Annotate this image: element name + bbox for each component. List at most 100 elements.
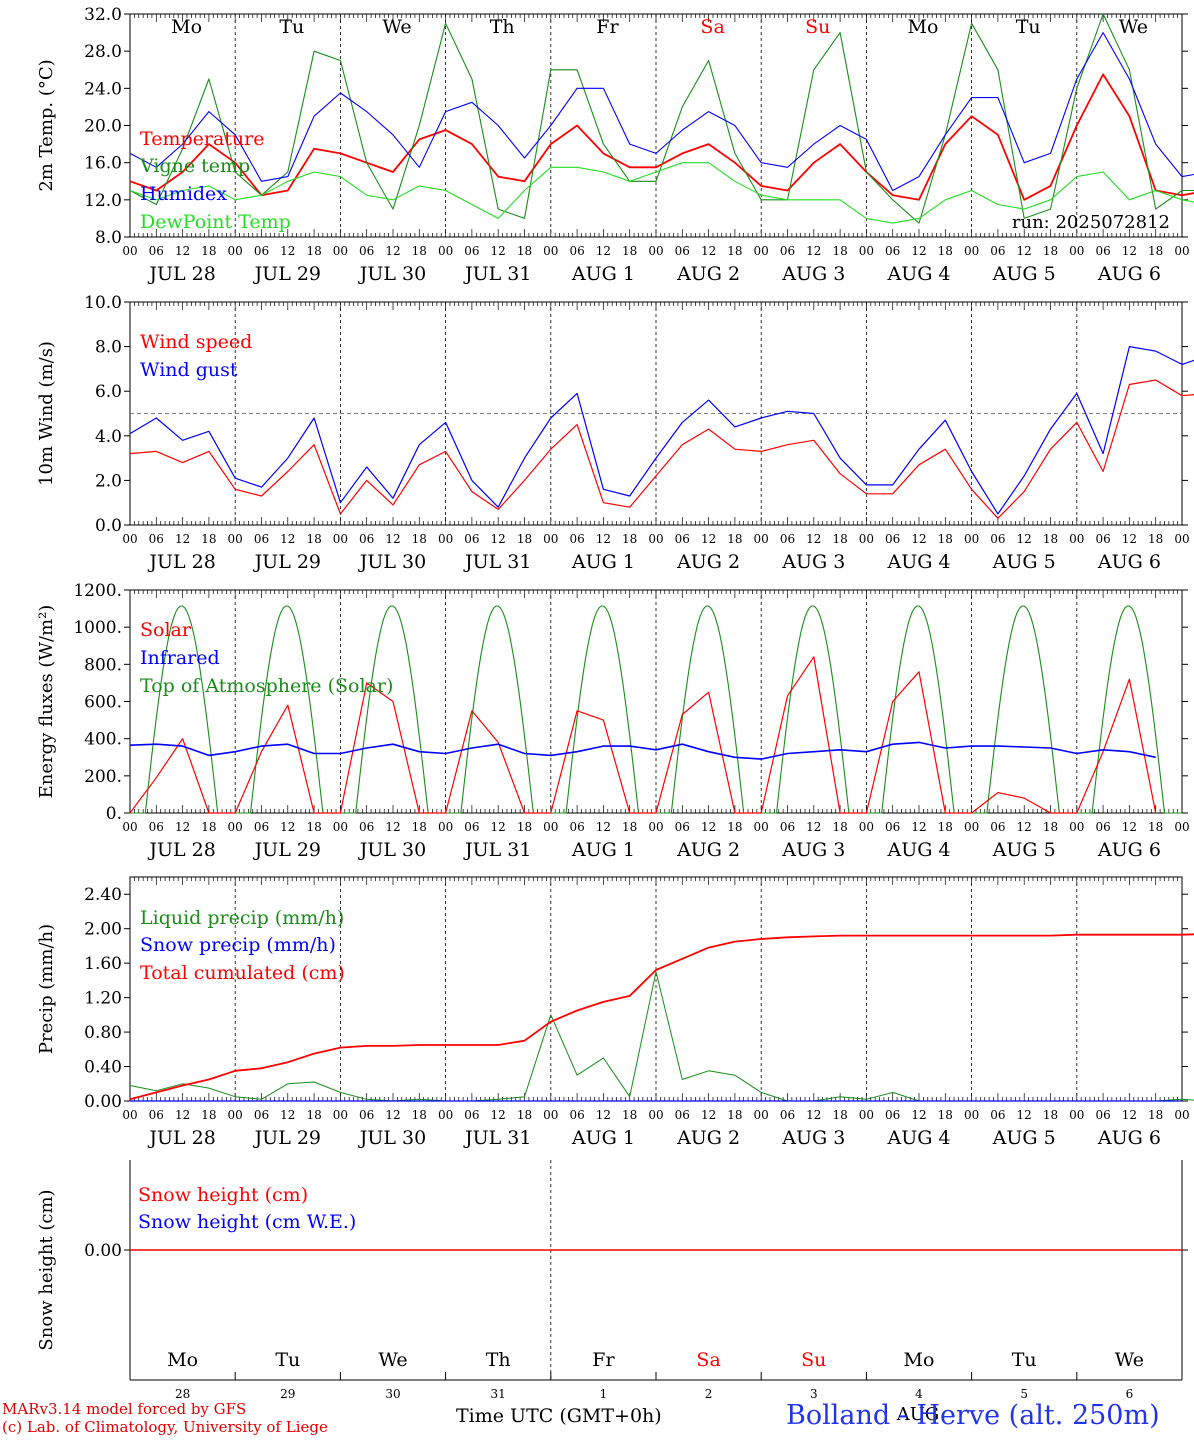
hour-tick-label: 12 xyxy=(175,820,190,834)
date-label: JUL 29 xyxy=(253,551,321,573)
hour-tick-label: 06 xyxy=(569,820,584,834)
hour-tick-label: 18 xyxy=(727,244,742,258)
hour-tick-label: 00 xyxy=(648,244,663,258)
hour-tick-label: 18 xyxy=(1043,532,1058,546)
bottom-date-label: 28 xyxy=(175,1387,190,1401)
bottom-date-label: 4 xyxy=(915,1387,923,1401)
date-label: JUL 28 xyxy=(147,263,215,285)
y-tick-label: 32.0 xyxy=(84,5,122,25)
hour-tick-label: 00 xyxy=(543,244,558,258)
hour-tick-label: 18 xyxy=(306,244,321,258)
y-tick-label: 6.0 xyxy=(95,382,122,402)
date-label: AUG 6 xyxy=(1097,1127,1161,1149)
date-label: AUG 1 xyxy=(571,551,635,573)
series-top-of-atmosphere-solar xyxy=(130,605,1182,814)
date-label: JUL 28 xyxy=(147,1127,215,1149)
hour-tick-label: 18 xyxy=(832,1108,847,1122)
hour-tick-label: 06 xyxy=(359,820,374,834)
hour-tick-label: 12 xyxy=(1017,244,1032,258)
legend-snow-precip-mm-h: Snow precip (mm/h) xyxy=(140,934,336,956)
hour-tick-label: 06 xyxy=(464,1108,479,1122)
hour-tick-label: 06 xyxy=(254,532,269,546)
hour-tick-label: 00 xyxy=(543,532,558,546)
hour-tick-label: 12 xyxy=(1122,532,1137,546)
hour-tick-label: 00 xyxy=(964,820,979,834)
hour-tick-label: 06 xyxy=(149,244,164,258)
hour-tick-label: 12 xyxy=(491,1108,506,1122)
hour-tick-label: 00 xyxy=(754,244,769,258)
y-tick-label: 12.0 xyxy=(84,191,122,211)
y-tick-label: 0. xyxy=(106,804,122,824)
date-label: AUG 4 xyxy=(886,551,950,573)
hour-tick-label: 00 xyxy=(859,244,874,258)
hour-tick-label: 06 xyxy=(990,1108,1005,1122)
hour-tick-label: 00 xyxy=(1174,820,1189,834)
y-tick-label: 1.60 xyxy=(84,954,122,974)
legend-solar: Solar xyxy=(140,619,192,641)
hour-tick-label: 00 xyxy=(754,820,769,834)
hour-tick-label: 12 xyxy=(1122,1108,1137,1122)
hour-tick-label: 18 xyxy=(1148,820,1163,834)
day-label: We xyxy=(382,16,411,38)
bottom-date-label: 6 xyxy=(1126,1387,1134,1401)
hour-tick-label: 12 xyxy=(280,532,295,546)
y-axis-label-4: Precip (mm/h) xyxy=(36,924,57,1054)
date-label: JUL 29 xyxy=(253,839,321,861)
day-label: Tu xyxy=(1016,16,1041,38)
hour-tick-label: 00 xyxy=(438,1108,453,1122)
hour-tick-label: 18 xyxy=(622,1108,637,1122)
date-label: AUG 6 xyxy=(1097,551,1161,573)
hour-tick-label: 18 xyxy=(517,532,532,546)
day-label: Sa xyxy=(696,1349,720,1371)
series-wind-speed xyxy=(129,379,1194,519)
hour-tick-label: 00 xyxy=(438,244,453,258)
hour-tick-label: 00 xyxy=(333,244,348,258)
hour-tick-label: 00 xyxy=(1069,244,1084,258)
date-label: AUG 4 xyxy=(886,1127,950,1149)
hour-tick-label: 12 xyxy=(175,244,190,258)
hour-tick-label: 18 xyxy=(201,244,216,258)
hour-tick-label: 12 xyxy=(491,244,506,258)
date-label: JUL 28 xyxy=(147,551,215,573)
hour-tick-label: 18 xyxy=(517,820,532,834)
day-label: Mo xyxy=(904,1349,935,1371)
bottom-date-label: 29 xyxy=(280,1387,295,1401)
date-label: JUL 30 xyxy=(358,1127,426,1149)
hour-tick-label: 12 xyxy=(491,532,506,546)
hour-tick-label: 12 xyxy=(1017,532,1032,546)
hour-tick-label: 00 xyxy=(333,532,348,546)
date-label: JUL 31 xyxy=(463,263,531,285)
series-solar xyxy=(129,656,1157,814)
y-tick-label: 1200. xyxy=(73,581,122,601)
hour-tick-label: 06 xyxy=(254,820,269,834)
hour-tick-label: 00 xyxy=(859,532,874,546)
hour-tick-label: 18 xyxy=(832,244,847,258)
hour-tick-label: 12 xyxy=(385,820,400,834)
y-tick-label: 2.40 xyxy=(84,885,122,905)
hour-tick-label: 06 xyxy=(359,244,374,258)
legend-dewpoint-temp: DewPoint Temp xyxy=(140,211,291,233)
day-label: We xyxy=(1119,16,1148,38)
hour-tick-label: 00 xyxy=(859,1108,874,1122)
hour-tick-label: 06 xyxy=(149,820,164,834)
hour-tick-label: 00 xyxy=(1069,820,1084,834)
hour-tick-label: 06 xyxy=(885,820,900,834)
hour-tick-label: 12 xyxy=(911,1108,926,1122)
date-label: JUL 31 xyxy=(463,1127,531,1149)
hour-tick-label: 06 xyxy=(990,820,1005,834)
date-label: JUL 30 xyxy=(358,551,426,573)
hour-tick-label: 00 xyxy=(122,244,137,258)
date-label: AUG 3 xyxy=(781,551,845,573)
day-label: We xyxy=(1115,1349,1144,1371)
hour-tick-label: 18 xyxy=(622,244,637,258)
hour-tick-label: 00 xyxy=(964,1108,979,1122)
date-label: AUG 1 xyxy=(571,839,635,861)
day-label: We xyxy=(378,1349,407,1371)
date-label: AUG 5 xyxy=(992,1127,1056,1149)
plot-frame xyxy=(129,589,1183,814)
date-label: JUL 31 xyxy=(463,551,531,573)
hour-tick-label: 06 xyxy=(1095,532,1110,546)
legend-liquid-precip-mm-h: Liquid precip (mm/h) xyxy=(140,907,344,929)
hour-tick-label: 00 xyxy=(648,820,663,834)
hour-tick-label: 06 xyxy=(464,532,479,546)
